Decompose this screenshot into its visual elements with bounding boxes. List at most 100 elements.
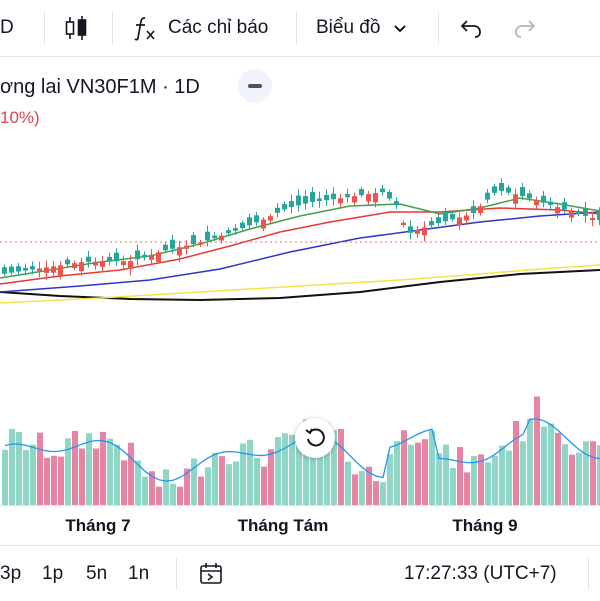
time-axis[interactable]: Tháng 7 Tháng Tám Tháng 9 [0, 505, 600, 544]
range-label: 3p [0, 562, 22, 584]
candle-body [100, 261, 105, 267]
volume-bar [422, 439, 428, 505]
volume-bar [499, 445, 505, 505]
volume-bar [401, 430, 407, 505]
undo-button[interactable] [458, 0, 484, 56]
volume-bar [492, 455, 498, 505]
range-label: 1p [42, 562, 64, 584]
volume-bar [191, 458, 197, 505]
candle-body [23, 267, 28, 271]
volume-bar [149, 471, 155, 505]
volume-bar [93, 448, 99, 505]
candle-body [380, 188, 385, 192]
volume-bar [198, 476, 204, 505]
candle-body [590, 218, 595, 221]
candle-body [415, 230, 420, 234]
candle-body [156, 252, 161, 262]
candle-body [268, 216, 273, 221]
candle-body [135, 250, 140, 260]
symbol-legend-title[interactable]: ơng lai VN30F1M · 1D [0, 76, 200, 98]
candle-body [485, 192, 490, 200]
reset-chart-button[interactable] [295, 418, 335, 458]
volume-bar [527, 418, 533, 505]
candle-body [394, 201, 399, 206]
candle-body [142, 254, 147, 257]
ma-red-line [0, 207, 600, 285]
volume-bar [394, 441, 400, 505]
candle-body [499, 183, 504, 191]
candle-body [562, 202, 567, 210]
range-5n-button[interactable]: 5n [86, 546, 107, 601]
volume-bar [58, 456, 64, 505]
volume-bar [562, 444, 568, 505]
candle-body [149, 254, 154, 260]
time-axis-label: Tháng 9 [452, 516, 518, 535]
candle-body [247, 217, 252, 226]
volume-bar [310, 419, 316, 505]
candle-body [436, 217, 441, 224]
price-chart[interactable] [0, 56, 600, 505]
volume-bar [163, 469, 169, 505]
volume-bar [44, 457, 50, 505]
candle-body [513, 194, 518, 204]
volume-bar [373, 481, 379, 505]
candle-body [205, 231, 210, 241]
candle-body [359, 189, 364, 196]
candle-body [128, 261, 133, 270]
volume-bar [177, 486, 183, 505]
volume-bar [541, 426, 547, 505]
candle-body [401, 222, 406, 226]
calendar-arrow-icon [200, 562, 222, 584]
volume-bar [471, 455, 477, 505]
candle-body [583, 208, 588, 216]
candle-body [317, 198, 322, 202]
candle-body [58, 265, 63, 276]
volume-bar [205, 467, 211, 505]
candle-body [86, 256, 91, 262]
volume-bar [443, 444, 449, 505]
volume-bar [268, 449, 274, 505]
candle-body [408, 226, 413, 233]
volume-bar [478, 454, 484, 505]
range-1n-button[interactable]: 1n [128, 546, 149, 601]
candle-body [233, 228, 238, 231]
ma-yellow-line [0, 264, 600, 304]
fx-icon [134, 17, 155, 41]
candle-body [93, 261, 98, 266]
range-1p-button[interactable]: 1p [42, 546, 63, 601]
candle-body [457, 217, 462, 226]
volume-bar [485, 462, 491, 505]
candle-body [79, 262, 84, 272]
indicators-button[interactable]: Các chỉ báo [132, 0, 268, 56]
undo-icon [460, 20, 481, 38]
volume-bar [79, 448, 85, 505]
volume-bar [114, 444, 120, 505]
chart-style-button[interactable] [62, 0, 90, 56]
volume-bar [72, 430, 78, 505]
volume-bar [261, 466, 267, 505]
collapse-legend-button[interactable] [238, 69, 272, 103]
range-3p-button[interactable]: 3p [0, 546, 21, 601]
timezone-clock[interactable]: 17:27:33 (UTC+7) [404, 546, 557, 601]
candle-body [478, 206, 483, 214]
candle-body [65, 259, 70, 265]
ma-blue-line [0, 211, 600, 293]
volume-bar [226, 464, 232, 505]
candle-body [121, 261, 126, 266]
candle-body [345, 194, 350, 198]
candle-body [30, 266, 35, 270]
date-range-button[interactable] [198, 546, 224, 601]
volume-bar [240, 443, 246, 505]
volume-bar [170, 483, 176, 505]
ma-black-line [0, 269, 600, 302]
candle-body [37, 268, 42, 271]
volume-bar [359, 470, 365, 505]
candle-body [366, 194, 371, 202]
clock-label: 17:27:33 (UTC+7) [404, 562, 557, 584]
redo-button[interactable] [512, 0, 538, 56]
candle-body [254, 215, 259, 223]
volume-bar [121, 460, 127, 505]
chart-type-dropdown[interactable]: Biểu đồ [316, 0, 410, 56]
interval-button[interactable]: D [0, 0, 14, 56]
candle-body [464, 215, 469, 221]
